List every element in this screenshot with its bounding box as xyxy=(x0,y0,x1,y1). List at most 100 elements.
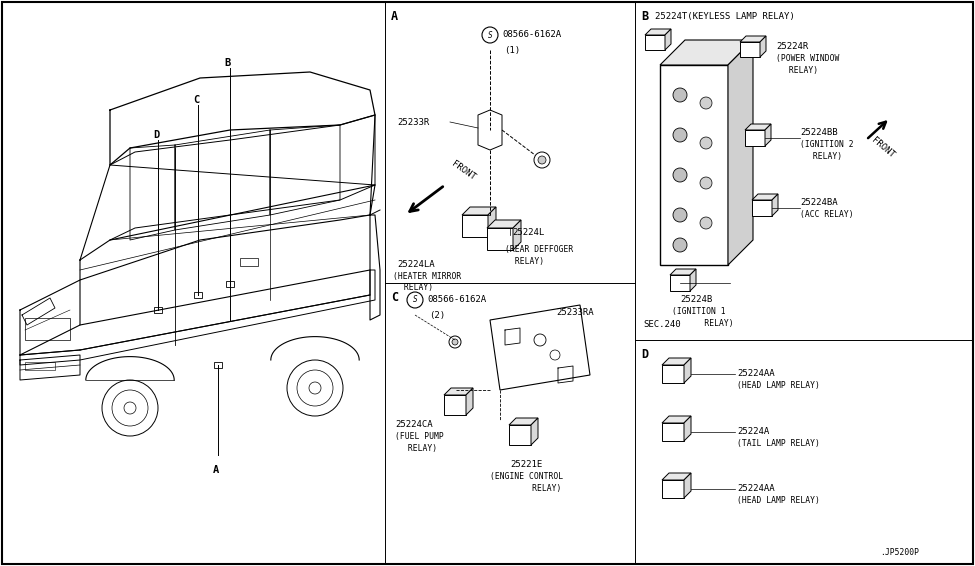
Text: FRONT: FRONT xyxy=(450,159,477,182)
Text: RELAY): RELAY) xyxy=(680,319,733,328)
Bar xyxy=(487,228,513,250)
Text: SEC.240: SEC.240 xyxy=(643,320,681,329)
Circle shape xyxy=(550,350,560,360)
Text: 25224R: 25224R xyxy=(776,42,808,51)
Bar xyxy=(25,362,55,370)
Polygon shape xyxy=(645,29,671,35)
Bar xyxy=(462,215,488,237)
Text: RELAY): RELAY) xyxy=(399,283,433,292)
Polygon shape xyxy=(444,388,473,395)
Circle shape xyxy=(700,97,712,109)
Circle shape xyxy=(534,152,550,168)
Circle shape xyxy=(673,168,687,182)
Polygon shape xyxy=(740,36,766,42)
Text: (IGNITION 1: (IGNITION 1 xyxy=(672,307,725,316)
Text: 25224B: 25224B xyxy=(680,295,713,304)
Text: A: A xyxy=(213,465,219,475)
Bar xyxy=(752,200,772,216)
Bar xyxy=(662,365,684,383)
Bar xyxy=(194,292,202,298)
Text: 25224BA: 25224BA xyxy=(800,198,838,207)
Text: 08566-6162A: 08566-6162A xyxy=(427,295,487,304)
Bar xyxy=(444,395,466,415)
Text: (ENGINE CONTROL: (ENGINE CONTROL xyxy=(490,472,564,481)
Bar xyxy=(740,42,760,57)
Text: 25224BB: 25224BB xyxy=(800,128,838,137)
Bar xyxy=(226,281,234,287)
Polygon shape xyxy=(490,305,590,390)
Text: (ACC RELAY): (ACC RELAY) xyxy=(800,210,854,219)
Text: 25224L: 25224L xyxy=(512,228,544,237)
Bar xyxy=(154,307,162,313)
Bar xyxy=(662,423,684,441)
Polygon shape xyxy=(662,473,691,480)
Text: (2): (2) xyxy=(429,311,446,320)
Text: (HEAD LAMP RELAY): (HEAD LAMP RELAY) xyxy=(737,381,820,390)
Circle shape xyxy=(102,380,158,436)
Circle shape xyxy=(673,238,687,252)
Circle shape xyxy=(700,137,712,149)
Bar xyxy=(662,480,684,498)
Bar xyxy=(240,258,258,266)
Polygon shape xyxy=(662,358,691,365)
Text: 25233R: 25233R xyxy=(397,118,429,127)
Circle shape xyxy=(673,208,687,222)
Text: 25224LA: 25224LA xyxy=(397,260,435,269)
Text: (REAR DEFFOGER: (REAR DEFFOGER xyxy=(505,245,573,254)
Text: RELAY): RELAY) xyxy=(510,257,544,266)
Circle shape xyxy=(309,382,321,394)
Circle shape xyxy=(452,339,458,345)
Text: RELAY): RELAY) xyxy=(403,444,437,453)
Text: 08566-6162A: 08566-6162A xyxy=(502,30,562,39)
Circle shape xyxy=(482,27,498,43)
Polygon shape xyxy=(660,40,753,65)
Text: (IGNITION 2: (IGNITION 2 xyxy=(800,140,854,149)
Polygon shape xyxy=(684,473,691,498)
Polygon shape xyxy=(487,220,521,228)
Circle shape xyxy=(673,88,687,102)
Circle shape xyxy=(124,402,136,414)
Text: (HEATER MIRROR: (HEATER MIRROR xyxy=(393,272,461,281)
Text: RELAY): RELAY) xyxy=(808,152,842,161)
Circle shape xyxy=(287,360,343,416)
Text: RELAY): RELAY) xyxy=(784,66,818,75)
Circle shape xyxy=(534,334,546,346)
Polygon shape xyxy=(765,124,771,146)
Text: D: D xyxy=(153,130,159,140)
Circle shape xyxy=(538,156,546,164)
Text: .JP5200P: .JP5200P xyxy=(880,548,919,557)
Text: 25233RA: 25233RA xyxy=(556,308,594,317)
Text: 25224AA: 25224AA xyxy=(737,369,774,378)
Circle shape xyxy=(700,177,712,189)
Bar xyxy=(660,65,728,265)
Text: C: C xyxy=(193,95,199,105)
Text: (FUEL PUMP: (FUEL PUMP xyxy=(395,432,444,441)
Polygon shape xyxy=(690,269,696,291)
Bar xyxy=(645,35,665,50)
Text: 25224CA: 25224CA xyxy=(395,420,433,429)
Polygon shape xyxy=(531,418,538,445)
Text: 25224T(KEYLESS LAMP RELAY): 25224T(KEYLESS LAMP RELAY) xyxy=(655,12,795,21)
Text: (1): (1) xyxy=(504,46,520,55)
Bar xyxy=(670,275,690,291)
Circle shape xyxy=(112,390,148,426)
Text: C: C xyxy=(391,291,398,304)
Polygon shape xyxy=(509,418,538,425)
Polygon shape xyxy=(662,416,691,423)
Circle shape xyxy=(700,217,712,229)
Text: S: S xyxy=(412,295,417,305)
Circle shape xyxy=(297,370,333,406)
Text: 25224A: 25224A xyxy=(737,427,769,436)
Polygon shape xyxy=(670,269,696,275)
Polygon shape xyxy=(684,416,691,441)
Bar xyxy=(25,318,70,340)
Polygon shape xyxy=(466,388,473,415)
Circle shape xyxy=(449,336,461,348)
Text: RELAY): RELAY) xyxy=(498,484,562,493)
Text: (POWER WINDOW: (POWER WINDOW xyxy=(776,54,839,63)
Text: S: S xyxy=(488,31,492,40)
Text: B: B xyxy=(641,10,648,23)
Polygon shape xyxy=(745,124,771,130)
Polygon shape xyxy=(513,220,521,250)
Circle shape xyxy=(407,292,423,308)
